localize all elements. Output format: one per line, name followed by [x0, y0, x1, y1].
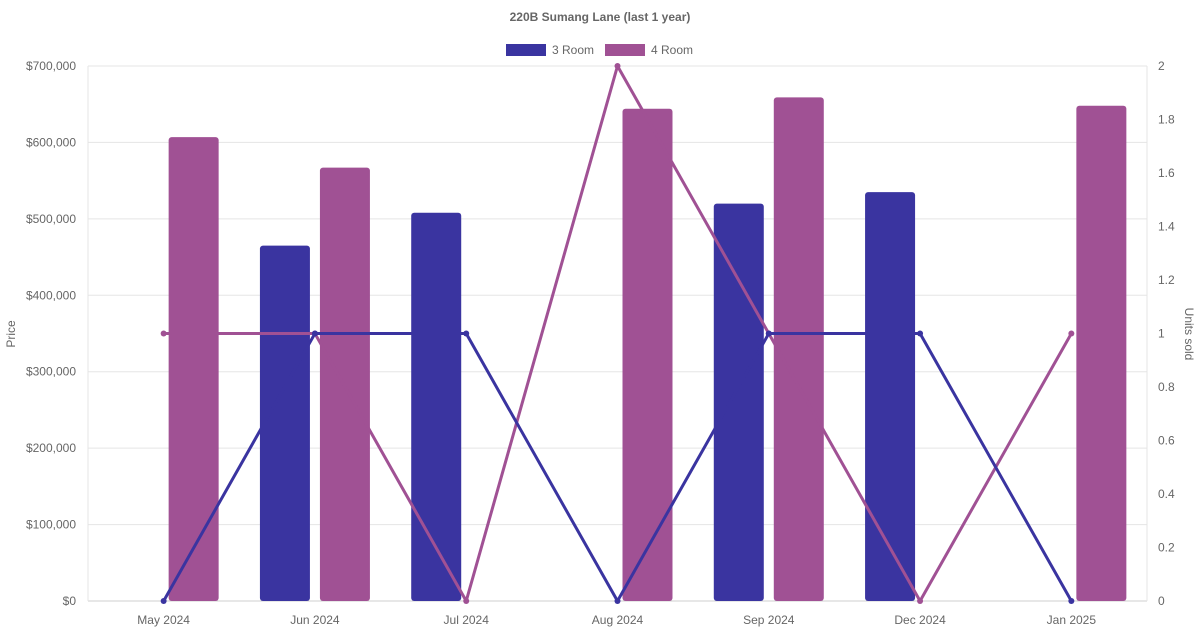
- y-right-tick-label: 0: [1158, 594, 1165, 608]
- y-right-tick-label: 1.2: [1158, 273, 1175, 287]
- y-left-tick-label: $400,000: [26, 288, 76, 302]
- point-3-room: [614, 598, 621, 604]
- y-right-tick-label: 0.8: [1158, 380, 1175, 394]
- y-left-tick-label: $0: [63, 594, 77, 608]
- y-right-ticks: 0 0.2 0.4 0.6 0.8 1 1.2 1.4 1.6 1.8 2: [1158, 59, 1175, 608]
- x-tick-label: Sep 2024: [743, 613, 795, 627]
- point-4-room: [614, 63, 621, 69]
- y-left-tick-label: $700,000: [26, 59, 76, 73]
- y-left-tick-label: $600,000: [26, 135, 76, 149]
- point-3-room: [160, 598, 167, 604]
- point-4-room: [917, 598, 924, 604]
- x-tick-label: Jan 2025: [1047, 613, 1097, 627]
- y-left-ticks: $0 $100,000 $200,000 $300,000 $400,000 $500,0…: [26, 59, 76, 608]
- legend-label-3-room: 3 Room: [552, 43, 594, 57]
- y-left-tick-label: $300,000: [26, 365, 76, 379]
- y-right-tick-label: 0.6: [1158, 434, 1175, 448]
- y-left-tick-label: $200,000: [26, 441, 76, 455]
- y-right-tick-label: 2: [1158, 59, 1165, 73]
- point-3-room: [1068, 598, 1075, 604]
- point-3-room: [765, 330, 772, 337]
- legend-item-4-room[interactable]: 4 Room: [605, 43, 693, 57]
- y-right-tick-label: 1.8: [1158, 113, 1175, 127]
- bar-3-room: [411, 212, 462, 601]
- x-ticks: May 2024 Jun 2024 Jul 2024 Aug 2024 Sep 2024…: [137, 613, 1096, 627]
- y-right-tick-label: 0.2: [1158, 541, 1175, 555]
- y-right-axis-title: Units sold: [1182, 308, 1196, 361]
- bar-3-room: [865, 192, 916, 601]
- point-3-room: [917, 330, 924, 337]
- point-4-room: [1068, 330, 1075, 337]
- bar-3-room: [713, 203, 764, 602]
- legend: 3 Room 4 Room: [506, 43, 693, 57]
- y-left-tick-label: $100,000: [26, 518, 76, 532]
- bar-3-room: [259, 245, 310, 601]
- x-tick-label: May 2024: [137, 613, 190, 627]
- y-right-tick-label: 1.4: [1158, 220, 1175, 234]
- x-tick-label: Dec 2024: [894, 613, 946, 627]
- y-right-tick-label: 1.6: [1158, 166, 1175, 180]
- chart-title: 220B Sumang Lane (last 1 year): [510, 10, 691, 24]
- lines: [160, 63, 1075, 604]
- bar-4-room: [1076, 105, 1127, 601]
- x-tick-label: Aug 2024: [592, 613, 644, 627]
- point-4-room: [160, 330, 167, 337]
- y-left-axis-title: Price: [4, 320, 18, 348]
- y-right-tick-label: 0.4: [1158, 487, 1175, 501]
- y-left-tick-label: $500,000: [26, 212, 76, 226]
- x-tick-label: Jun 2024: [290, 613, 340, 627]
- bar-4-room: [168, 137, 219, 602]
- point-3-room: [463, 330, 470, 337]
- point-3-room: [311, 330, 318, 337]
- point-4-room: [463, 598, 470, 604]
- legend-item-3-room[interactable]: 3 Room: [506, 43, 594, 57]
- y-right-tick-label: 1: [1158, 327, 1165, 341]
- legend-swatch-3-room: [506, 44, 546, 56]
- x-tick-label: Jul 2024: [444, 613, 490, 627]
- bar-4-room: [773, 97, 824, 601]
- legend-swatch-4-room: [605, 44, 645, 56]
- bar-4-room: [622, 108, 673, 602]
- legend-label-4-room: 4 Room: [651, 43, 693, 57]
- bars: [168, 97, 1127, 602]
